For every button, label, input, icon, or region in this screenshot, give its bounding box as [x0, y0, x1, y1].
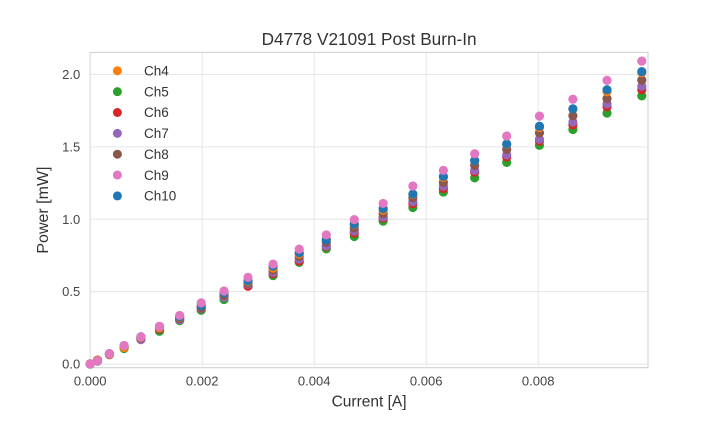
svg-text:0.0: 0.0: [62, 357, 80, 372]
svg-text:Ch7: Ch7: [144, 126, 169, 141]
svg-text:0.006: 0.006: [410, 374, 443, 389]
svg-text:Current [A]: Current [A]: [332, 394, 407, 411]
svg-text:1.5: 1.5: [62, 139, 80, 154]
svg-text:0.5: 0.5: [62, 284, 80, 299]
svg-text:Ch10: Ch10: [144, 189, 176, 204]
svg-text:0.002: 0.002: [186, 374, 219, 389]
svg-text:Ch5: Ch5: [144, 84, 169, 99]
svg-text:D4778 V21091 Post Burn-In: D4778 V21091 Post Burn-In: [262, 29, 477, 49]
svg-text:Power [mW]: Power [mW]: [35, 166, 52, 253]
svg-text:0.004: 0.004: [298, 374, 331, 389]
svg-text:Ch4: Ch4: [144, 64, 169, 79]
svg-text:0.008: 0.008: [522, 374, 555, 389]
svg-text:2.0: 2.0: [62, 67, 80, 82]
svg-text:1.0: 1.0: [62, 212, 80, 227]
svg-text:0.000: 0.000: [74, 374, 107, 389]
svg-text:Ch6: Ch6: [144, 105, 169, 120]
svg-text:Ch9: Ch9: [144, 168, 169, 183]
svg-text:Ch8: Ch8: [144, 147, 169, 162]
